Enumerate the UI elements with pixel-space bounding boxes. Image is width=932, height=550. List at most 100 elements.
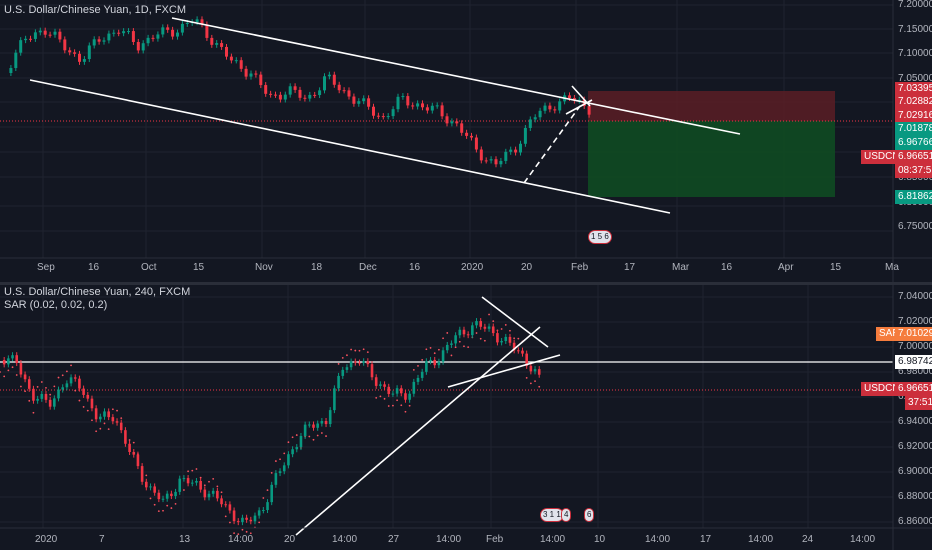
daily-chart-canvas[interactable] xyxy=(0,0,932,282)
trend-lines xyxy=(29,17,741,214)
candle-body xyxy=(303,97,307,99)
candle-body xyxy=(376,115,380,117)
time-tick: 14:00 xyxy=(332,534,358,545)
sar-dot xyxy=(312,438,315,441)
sar-dot xyxy=(216,485,219,488)
candle-body xyxy=(318,90,322,96)
price-tick: 6.94000 xyxy=(898,416,932,427)
price-tick: 6.75000 xyxy=(898,221,932,233)
time-tick: Mar xyxy=(672,262,690,273)
candle-body xyxy=(27,379,31,389)
candle-body xyxy=(9,68,13,73)
sar-dot xyxy=(283,452,286,455)
sar-dot xyxy=(145,474,148,477)
sar-indicator-legend[interactable]: SAR (0.02, 0.02, 0.2) xyxy=(4,299,108,311)
candle-body xyxy=(367,98,371,107)
time-tick: 15 xyxy=(193,262,205,273)
sar-dot xyxy=(354,349,357,352)
candle-body xyxy=(337,84,341,91)
candle-body xyxy=(381,116,385,118)
sar-dot xyxy=(203,484,206,487)
events-badge-2[interactable]: 4 xyxy=(561,508,572,522)
time-tick: 20 xyxy=(521,262,533,273)
sar-dot xyxy=(375,397,378,399)
time-tick: 16 xyxy=(721,262,733,273)
candle-body xyxy=(156,34,160,39)
candle-body xyxy=(504,151,508,161)
candle-body xyxy=(32,388,35,401)
price-tick: 6.98000 xyxy=(898,366,932,377)
candle-body xyxy=(316,423,319,428)
sar-dot xyxy=(120,417,123,420)
candle-body xyxy=(404,393,407,400)
candle-body xyxy=(278,471,282,474)
candle-body xyxy=(341,369,345,376)
events-badge-3[interactable]: 6 xyxy=(584,508,595,522)
candle-body xyxy=(293,86,297,90)
four-hour-chart-canvas[interactable] xyxy=(0,285,932,550)
events-badge-1[interactable]: 3 1 1 xyxy=(540,508,564,522)
time-tick: Sep xyxy=(37,262,55,273)
candle-body xyxy=(429,359,432,362)
sar-dot xyxy=(245,530,248,533)
candle-body xyxy=(195,19,199,23)
current-price-label-bottom: 6.96651 xyxy=(895,382,932,396)
candle-body xyxy=(241,517,244,523)
time-tick: 24 xyxy=(802,534,814,545)
current-price-label: 6.96651 xyxy=(895,150,932,164)
candle-body xyxy=(48,399,52,407)
sar-dot xyxy=(162,509,164,512)
time-tick: Nov xyxy=(255,262,273,273)
candle-body xyxy=(408,393,411,400)
sar-dot xyxy=(237,533,240,536)
candle-body xyxy=(174,491,177,497)
sar-dot xyxy=(421,358,424,361)
candle-body xyxy=(324,420,328,425)
candle-body xyxy=(92,39,96,46)
candle-body xyxy=(102,40,106,42)
price-label-target-2: 6.96766 xyxy=(895,136,932,150)
bottom-trend-lines xyxy=(295,296,561,536)
candle-body xyxy=(205,24,209,38)
price-tick: 7.02000 xyxy=(898,316,932,327)
candle-body xyxy=(161,498,165,500)
sar-dot xyxy=(53,385,56,388)
four-hour-chart-pane[interactable]: U.S. Dollar/Chinese Yuan, 240, FXCM SAR … xyxy=(0,285,932,550)
sar-dot xyxy=(61,374,64,377)
candle-body xyxy=(57,389,60,399)
pane-divider[interactable] xyxy=(0,282,932,285)
candle-body xyxy=(433,359,437,366)
price-tick: 6.86000 xyxy=(898,516,932,527)
candle-body xyxy=(200,19,204,25)
candle-body xyxy=(254,73,258,75)
sar-dot xyxy=(11,366,14,369)
candle-body xyxy=(170,493,173,497)
sar-dot xyxy=(86,409,89,412)
sar-dot xyxy=(463,345,465,348)
candle-body xyxy=(115,421,119,423)
daily-chart-pane[interactable]: U.S. Dollar/Chinese Yuan, 1D, FXCM 7.200… xyxy=(0,0,932,282)
candle-body xyxy=(445,344,449,351)
candle-body xyxy=(466,334,470,336)
candle-body xyxy=(512,342,516,351)
candle-body xyxy=(445,116,449,124)
candle-body xyxy=(538,110,542,118)
sar-dot xyxy=(320,432,323,434)
candle-body xyxy=(553,109,557,111)
candle-body xyxy=(97,39,101,42)
sar-dot xyxy=(433,352,436,355)
candle-body xyxy=(190,482,194,484)
sar-dot xyxy=(429,347,432,349)
candle-body xyxy=(245,517,248,520)
candle-body xyxy=(15,355,19,364)
price-tick: 7.15000 xyxy=(898,23,932,35)
events-badge[interactable]: 1 5 6 xyxy=(588,230,612,244)
candle-body xyxy=(387,386,391,394)
candle-body xyxy=(73,377,77,379)
sar-dot xyxy=(387,405,390,407)
candle-body xyxy=(471,325,474,336)
price-tick: 7.10000 xyxy=(898,48,932,60)
candle-body xyxy=(111,417,115,422)
price-label-target-3: 6.81862 xyxy=(895,190,932,204)
candle-body xyxy=(508,336,512,343)
